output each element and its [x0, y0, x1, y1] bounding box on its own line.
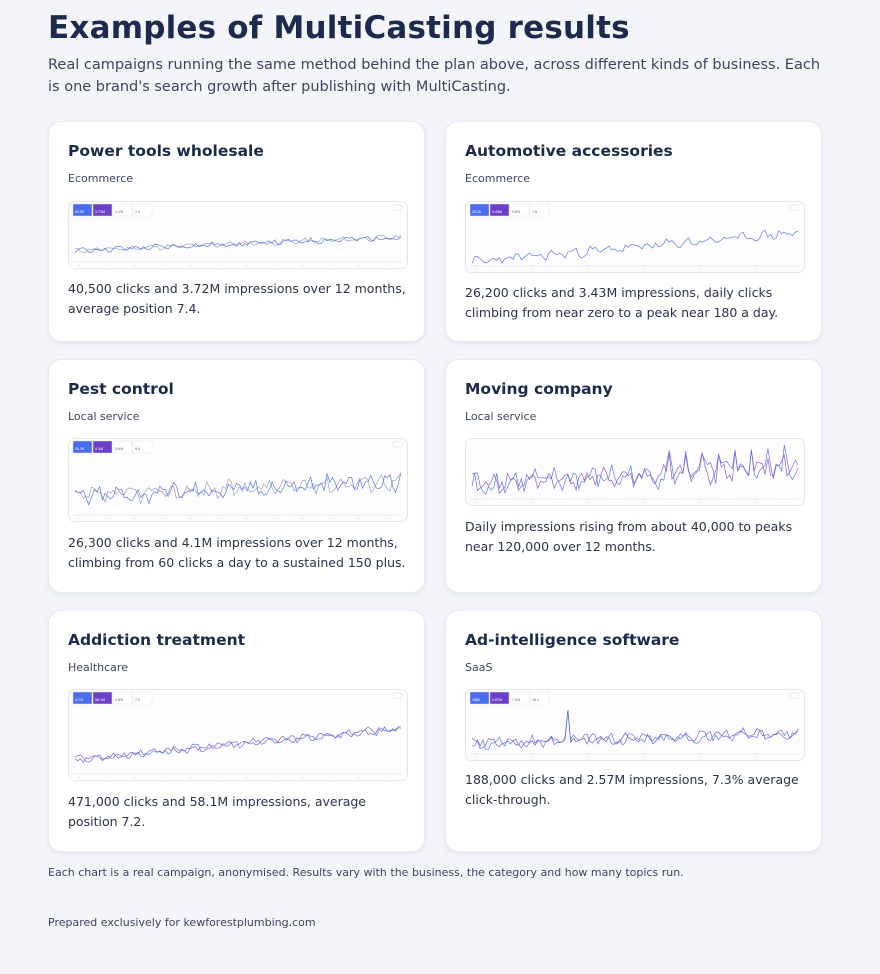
card-chart-thumbnail: 188K 2.57M 7.3% 18.1 [465, 689, 805, 761]
chart-menu-icon [392, 692, 403, 699]
footnote: Each chart is a real campaign, anonymise… [48, 866, 684, 879]
card-chart-thumbnail: 26.3K 4.1M 0.6% 9.4 [68, 438, 408, 522]
chart-menu-icon [392, 204, 403, 211]
clicks-line [471, 229, 799, 264]
svg-text:2.57M: 2.57M [492, 698, 502, 702]
card-description: 26,200 clicks and 3.43M impressions, dai… [465, 285, 779, 320]
search-performance-chart: 40.5K 3.72M 1.1% 7.4 [69, 202, 407, 268]
clicks-tile: 26.2K [469, 203, 490, 217]
svg-text:26.3K: 26.3K [75, 447, 85, 451]
svg-text:188K: 188K [472, 698, 481, 702]
position-tile: 9.4 [132, 440, 153, 454]
clicks-tile: 40.5K [72, 203, 93, 217]
svg-text:7.8: 7.8 [532, 210, 537, 214]
chart-background [466, 439, 804, 505]
card-title: Automotive accessories [465, 142, 673, 160]
svg-text:58.1M: 58.1M [95, 698, 105, 702]
position-tile: 7.2 [132, 691, 153, 705]
svg-text:0.8%: 0.8% [512, 210, 521, 214]
impressions-tile: 4.1M [92, 440, 113, 454]
svg-text:0.8%: 0.8% [115, 698, 124, 702]
result-card-moving-company: Moving company Local service Daily impre… [445, 359, 822, 593]
impressions-tile: 3.43M [489, 203, 510, 217]
clicks-line [74, 236, 402, 253]
card-description: 26,300 clicks and 4.1M impressions over … [68, 535, 406, 570]
card-description: 188,000 clicks and 2.57M impressions, 7.… [465, 772, 799, 807]
svg-text:7.4: 7.4 [135, 210, 140, 214]
search-performance-chart: 26.3K 4.1M 0.6% 9.4 [69, 439, 407, 521]
card-chart-thumbnail: 26.2K 3.43M 0.8% 7.8 [465, 201, 805, 273]
impressions-tile: 2.57M [489, 691, 510, 705]
card-category: Local service [68, 410, 140, 423]
impressions-chart [466, 439, 804, 505]
chart-background [69, 690, 407, 780]
card-description: 471,000 clicks and 58.1M impressions, av… [68, 794, 366, 829]
chart-menu-icon [392, 441, 403, 448]
clicks-line [74, 472, 402, 506]
impressions-line [74, 472, 402, 505]
card-description: Daily impressions rising from about 40,0… [465, 519, 793, 554]
card-chart-thumbnail: 40.5K 3.72M 1.1% 7.4 [68, 201, 408, 269]
svg-text:7.3%: 7.3% [512, 698, 521, 702]
impressions-line [471, 709, 799, 750]
position-tile: 7.4 [132, 203, 153, 217]
card-title: Addiction treatment [68, 631, 246, 649]
svg-text:7.2: 7.2 [135, 698, 140, 702]
result-card-power-tools: Power tools wholesale Ecommerce 40.5K 3.7… [48, 121, 425, 342]
page-title: Examples of MultiCasting results [48, 10, 630, 46]
result-card-automotive: Automotive accessories Ecommerce 26.2K 3.… [445, 121, 822, 342]
prepared-for-note: Prepared exclusively for kewforestplumbi… [48, 916, 316, 929]
search-performance-chart: 188K 2.57M 7.3% 18.1 [466, 690, 804, 760]
card-title: Power tools wholesale [68, 142, 264, 160]
svg-text:9.4: 9.4 [135, 447, 140, 451]
svg-text:40.5K: 40.5K [75, 210, 85, 214]
ctr-tile: 7.3% [509, 691, 530, 705]
result-card-addiction-treatment: Addiction treatment Healthcare 471K 58.1M… [48, 610, 425, 852]
svg-text:3.72M: 3.72M [95, 210, 105, 214]
clicks-line [472, 709, 799, 751]
position-tile: 18.1 [529, 691, 550, 705]
intro-text: Real campaigns running the same method b… [48, 57, 821, 95]
card-title: Pest control [68, 380, 174, 398]
card-category: SaaS [465, 661, 493, 674]
svg-text:1.1%: 1.1% [115, 210, 124, 214]
card-chart-thumbnail [465, 438, 805, 506]
card-category: Healthcare [68, 661, 128, 674]
card-category: Local service [465, 410, 537, 423]
svg-text:18.1: 18.1 [532, 698, 539, 702]
svg-text:26.2K: 26.2K [472, 210, 482, 214]
svg-text:471K: 471K [75, 698, 84, 702]
clicks-line [471, 444, 799, 495]
impressions-tile: 58.1M [92, 691, 113, 705]
ctr-tile: 0.8% [112, 691, 133, 705]
svg-text:3.43M: 3.43M [492, 210, 502, 214]
search-performance-chart: 26.2K 3.43M 0.8% 7.8 [466, 202, 804, 272]
svg-text:0.6%: 0.6% [115, 447, 124, 451]
clicks-tile: 471K [72, 691, 93, 705]
ctr-tile: 0.8% [509, 203, 530, 217]
clicks-tile: 188K [469, 691, 490, 705]
card-category: Ecommerce [68, 172, 134, 185]
impressions-tile: 3.72M [92, 203, 113, 217]
ctr-tile: 1.1% [112, 203, 133, 217]
search-performance-chart: 471K 58.1M 0.8% 7.2 [69, 690, 407, 780]
ctr-tile: 0.6% [112, 440, 133, 454]
clicks-line [74, 725, 402, 763]
card-title: Moving company [465, 380, 613, 398]
chart-menu-icon [789, 204, 800, 211]
card-category: Ecommerce [465, 172, 531, 185]
svg-text:4.1M: 4.1M [95, 447, 103, 451]
chart-menu-icon [789, 692, 800, 699]
card-title: Ad-intelligence software [465, 631, 680, 649]
result-card-pest-control: Pest control Local service 26.3K 4.1M 0.6%… [48, 359, 425, 593]
position-tile: 7.8 [529, 203, 550, 217]
clicks-tile: 26.3K [72, 440, 93, 454]
card-chart-thumbnail: 471K 58.1M 0.8% 7.2 [68, 689, 408, 781]
result-card-ad-intelligence: Ad-intelligence software SaaS 188K 2.57M 7… [445, 610, 822, 852]
card-description: 40,500 clicks and 3.72M impressions over… [68, 281, 406, 316]
